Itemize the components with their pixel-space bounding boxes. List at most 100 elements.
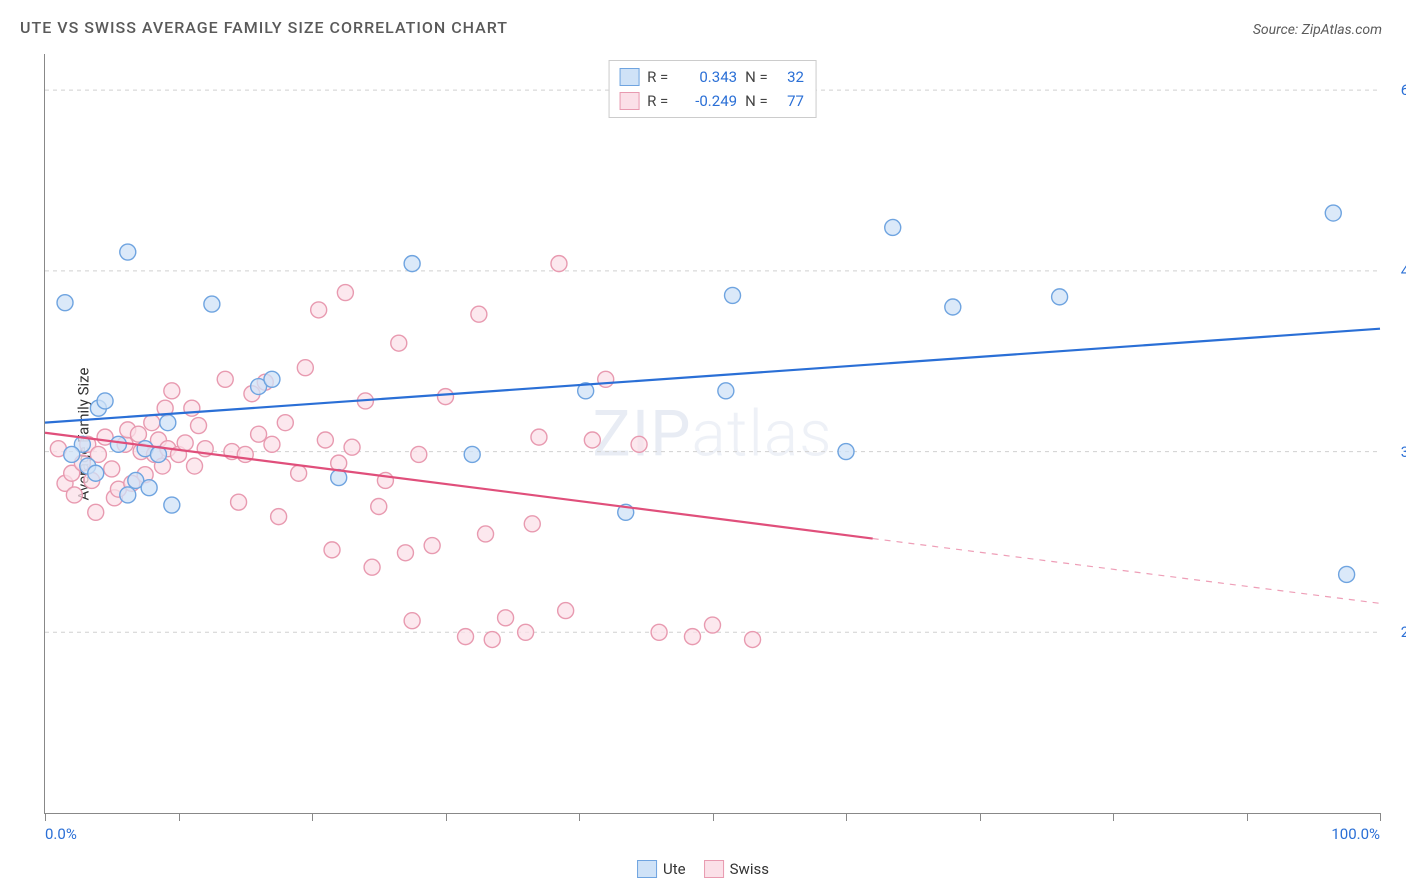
- data-point-ute: [141, 480, 157, 496]
- data-point-swiss: [478, 526, 494, 542]
- data-point-ute: [57, 295, 73, 311]
- x-tick: [579, 813, 580, 821]
- series-legend: Ute Swiss: [637, 860, 769, 878]
- y-tick-label: 4.75: [1386, 262, 1406, 280]
- chart-title: UTE VS SWISS AVERAGE FAMILY SIZE CORRELA…: [20, 18, 508, 37]
- x-tick: [1380, 813, 1381, 821]
- data-point-swiss: [745, 632, 761, 648]
- plot-area: Average Family Size ZIPatlas R = 0.343 N…: [44, 54, 1380, 814]
- legend-item-swiss: Swiss: [704, 860, 769, 878]
- n-label: N =: [745, 68, 773, 86]
- n-label: N =: [745, 92, 773, 110]
- data-point-ute: [264, 371, 280, 387]
- data-point-swiss: [187, 458, 203, 474]
- legend-label-ute: Ute: [663, 860, 686, 878]
- x-tick: [1247, 813, 1248, 821]
- data-point-swiss: [371, 499, 387, 515]
- data-point-swiss: [264, 436, 280, 452]
- data-point-ute: [838, 444, 854, 460]
- data-point-swiss: [558, 603, 574, 619]
- data-point-swiss: [317, 432, 333, 448]
- data-point-ute: [97, 393, 113, 409]
- data-point-swiss: [191, 418, 207, 434]
- source-label: Source: ZipAtlas.com: [1253, 22, 1382, 38]
- data-point-swiss: [651, 624, 667, 640]
- data-point-swiss: [337, 285, 353, 301]
- data-point-ute: [88, 465, 104, 481]
- data-point-swiss: [291, 465, 307, 481]
- x-tick: [713, 813, 714, 821]
- x-tick: [980, 813, 981, 821]
- data-point-swiss: [458, 629, 474, 645]
- r-value-swiss: -0.249: [683, 92, 737, 110]
- data-point-swiss: [551, 256, 567, 272]
- x-tick: [846, 813, 847, 821]
- data-point-swiss: [404, 613, 420, 629]
- trend-line-ute: [45, 329, 1380, 423]
- swatch-swiss: [619, 92, 639, 110]
- data-point-swiss: [397, 545, 413, 561]
- data-point-swiss: [684, 629, 700, 645]
- data-point-ute: [64, 446, 80, 462]
- data-point-swiss: [424, 538, 440, 554]
- swatch-ute: [619, 68, 639, 86]
- data-point-ute: [464, 446, 480, 462]
- data-point-ute: [120, 244, 136, 260]
- data-point-ute: [164, 497, 180, 513]
- data-point-swiss: [391, 335, 407, 351]
- data-point-swiss: [217, 371, 233, 387]
- legend-row-swiss: R = -0.249 N = 77: [619, 89, 804, 113]
- data-point-ute: [204, 296, 220, 312]
- legend-label-swiss: Swiss: [730, 860, 769, 878]
- data-point-swiss: [164, 383, 180, 399]
- x-axis-min-label: 0.0%: [45, 825, 77, 843]
- x-tick: [446, 813, 447, 821]
- data-point-ute: [885, 219, 901, 235]
- data-point-swiss: [364, 559, 380, 575]
- r-label: R =: [647, 68, 675, 86]
- legend-row-ute: R = 0.343 N = 32: [619, 65, 804, 89]
- data-point-ute: [1339, 566, 1355, 582]
- data-point-ute: [404, 256, 420, 272]
- x-axis-max-label: 100.0%: [1331, 825, 1380, 843]
- data-point-swiss: [88, 504, 104, 520]
- x-tick: [1113, 813, 1114, 821]
- data-point-ute: [945, 299, 961, 315]
- trend-line-swiss: [45, 433, 873, 539]
- data-point-swiss: [484, 632, 500, 648]
- data-point-swiss: [231, 494, 247, 510]
- y-tick-label: 6.00: [1386, 81, 1406, 99]
- data-point-ute: [160, 415, 176, 431]
- data-point-swiss: [498, 610, 514, 626]
- y-tick-label: 3.50: [1386, 443, 1406, 461]
- data-point-swiss: [130, 426, 146, 442]
- data-point-swiss: [524, 516, 540, 532]
- trend-line-dashed-swiss: [873, 539, 1380, 604]
- data-point-swiss: [144, 415, 160, 431]
- data-point-ute: [1052, 289, 1068, 305]
- x-tick: [45, 813, 46, 821]
- data-point-ute: [1325, 205, 1341, 221]
- r-label: R =: [647, 92, 675, 110]
- data-point-swiss: [518, 624, 534, 640]
- data-point-swiss: [311, 302, 327, 318]
- data-point-swiss: [177, 435, 193, 451]
- data-point-ute: [718, 383, 734, 399]
- data-point-swiss: [324, 542, 340, 558]
- correlation-legend: R = 0.343 N = 32 R = -0.249 N = 77: [608, 60, 817, 118]
- data-point-swiss: [631, 436, 647, 452]
- data-point-ute: [120, 487, 136, 503]
- x-tick: [179, 813, 180, 821]
- data-point-swiss: [251, 426, 267, 442]
- data-point-ute: [725, 287, 741, 303]
- data-point-swiss: [598, 371, 614, 387]
- swatch-ute: [637, 860, 657, 878]
- data-point-swiss: [531, 429, 547, 445]
- swatch-swiss: [704, 860, 724, 878]
- chart-svg: [45, 54, 1380, 813]
- data-point-swiss: [584, 432, 600, 448]
- data-point-swiss: [297, 360, 313, 376]
- data-point-swiss: [438, 389, 454, 405]
- y-tick-label: 2.25: [1386, 623, 1406, 641]
- data-point-swiss: [411, 446, 427, 462]
